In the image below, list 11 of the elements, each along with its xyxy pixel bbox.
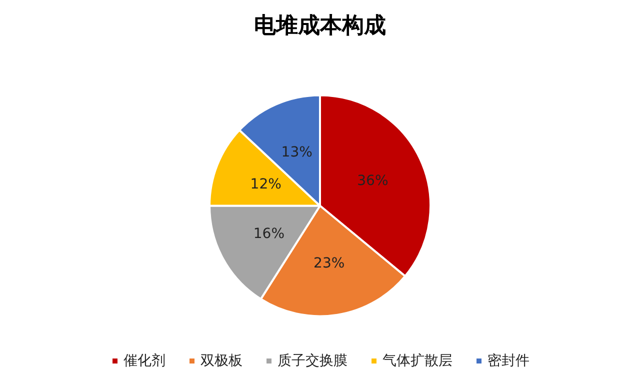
data-label: 12% — [250, 176, 282, 192]
legend-label: 催化剂 — [124, 353, 166, 369]
data-label: 16% — [253, 226, 285, 242]
data-label: 13% — [281, 144, 312, 160]
legend-label: 双极板 — [200, 353, 242, 369]
legend-label: 质子交换膜 — [278, 353, 348, 369]
legend-label: 气体扩散层 — [382, 353, 452, 369]
legend-label: 密封件 — [488, 353, 530, 369]
data-label: 23% — [314, 255, 345, 272]
chart-title: 电堆成本构成 — [254, 14, 386, 38]
data-label: 36% — [357, 172, 388, 189]
